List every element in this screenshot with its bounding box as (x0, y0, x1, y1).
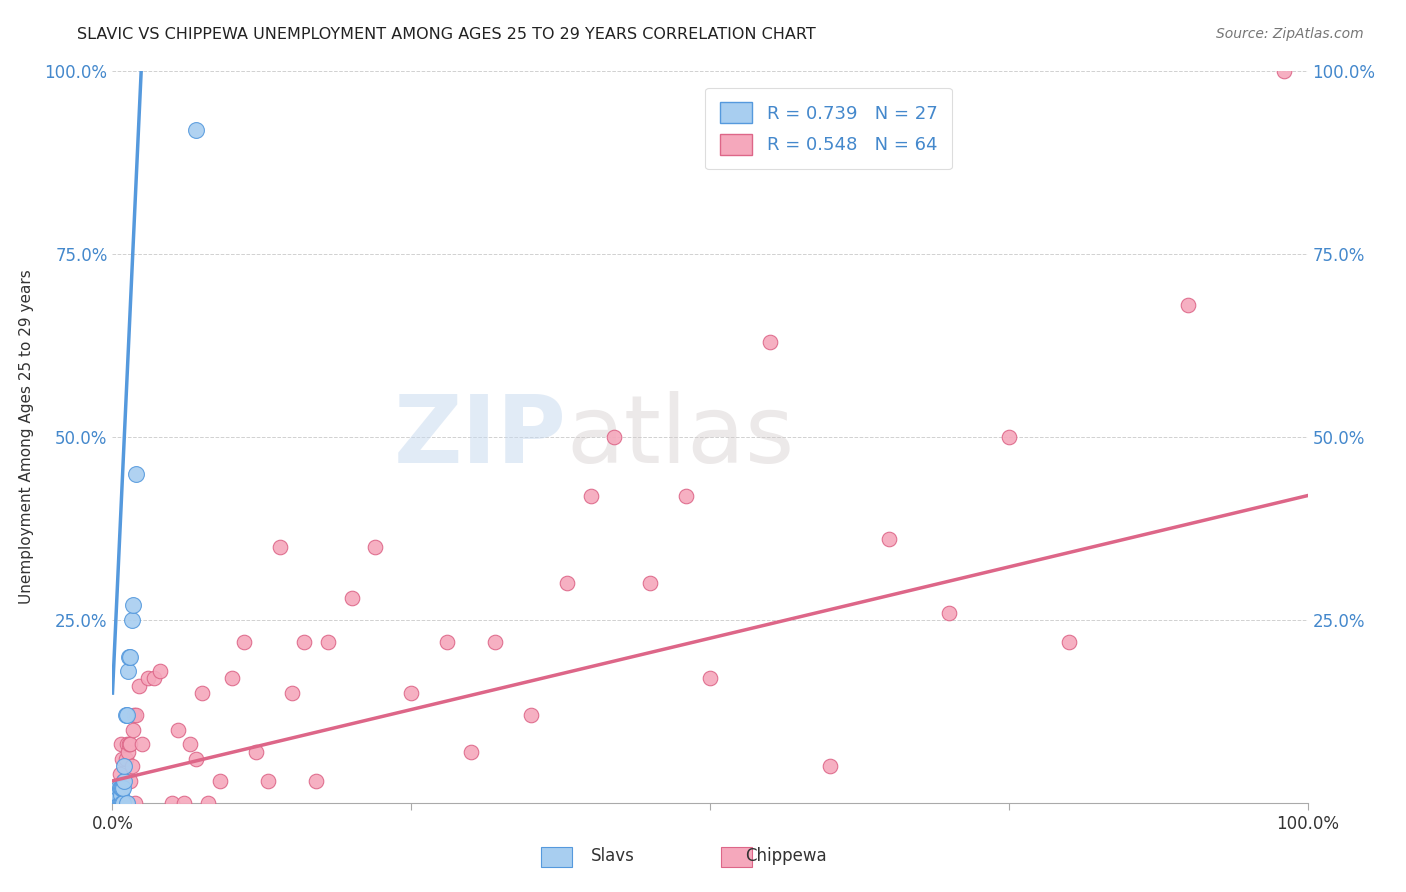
Point (115, 708, 138, 723)
Point (110, 789, 132, 803)
Point (107, 796, 129, 810)
Point (879, 533, 901, 547)
Point (121, 759, 143, 773)
Point (120, 773, 142, 788)
Point (233, 635, 256, 649)
Point (364, 540, 387, 554)
Point (138, 672, 160, 686)
Point (110, 796, 132, 810)
Point (460, 745, 482, 759)
Point (759, 334, 782, 349)
Point (555, 576, 578, 591)
Point (131, 737, 153, 751)
Point (105, 796, 128, 810)
Point (110, 737, 132, 751)
Point (114, 796, 135, 810)
Text: Slavs: Slavs (591, 847, 634, 865)
Point (938, 606, 960, 620)
Point (114, 708, 136, 723)
Point (114, 773, 135, 788)
Point (111, 796, 134, 810)
Text: SLAVIC VS CHIPPEWA UNEMPLOYMENT AMONG AGES 25 TO 29 YEARS CORRELATION CHART: SLAVIC VS CHIPPEWA UNEMPLOYMENT AMONG AG… (77, 27, 815, 42)
Point (292, 635, 315, 649)
Point (107, 796, 129, 810)
Text: atlas: atlas (567, 391, 794, 483)
Point (114, 752, 136, 766)
Point (108, 796, 131, 810)
Point (112, 773, 135, 788)
Point (257, 773, 280, 788)
Text: Chippewa: Chippewa (745, 847, 827, 865)
Point (579, 489, 602, 503)
Point (245, 745, 267, 759)
Point (197, 796, 219, 810)
Point (121, 599, 143, 613)
Point (120, 649, 142, 664)
Point (111, 781, 134, 796)
Point (117, 745, 139, 759)
Text: ZIP: ZIP (394, 391, 567, 483)
Point (167, 723, 190, 737)
Point (143, 672, 166, 686)
Point (121, 613, 143, 627)
Point (114, 759, 135, 773)
Y-axis label: Unemployment Among Ages 25 to 29 years: Unemployment Among Ages 25 to 29 years (18, 269, 34, 605)
Point (269, 540, 291, 554)
Legend: R = 0.739   N = 27, R = 0.548   N = 64: R = 0.739 N = 27, R = 0.548 N = 64 (706, 87, 952, 169)
Point (221, 672, 243, 686)
Point (107, 781, 129, 796)
Point (401, 686, 423, 700)
Point (436, 635, 458, 649)
Point (1177, 298, 1199, 312)
Point (115, 737, 138, 751)
Point (114, 773, 135, 788)
Point (484, 635, 506, 649)
Point (105, 796, 128, 810)
Point (107, 789, 129, 803)
Point (340, 591, 363, 605)
Point (520, 708, 543, 723)
Point (112, 796, 135, 810)
Point (281, 686, 304, 700)
Point (111, 752, 134, 766)
Point (209, 773, 232, 788)
Point (108, 766, 131, 780)
Point (305, 773, 328, 788)
Point (115, 796, 138, 810)
Text: Source: ZipAtlas.com: Source: ZipAtlas.com (1216, 27, 1364, 41)
Point (191, 686, 214, 700)
Point (316, 635, 339, 649)
Point (149, 664, 172, 678)
Point (640, 576, 662, 591)
Point (179, 737, 201, 751)
Point (117, 796, 139, 810)
Point (110, 781, 132, 796)
Point (675, 489, 697, 503)
Point (117, 664, 139, 678)
Point (118, 649, 141, 664)
Point (1272, 64, 1295, 78)
Point (603, 430, 626, 444)
Point (108, 781, 131, 796)
Point (122, 708, 145, 723)
Point (128, 679, 150, 693)
Point (699, 672, 721, 686)
Point (186, 752, 208, 766)
Point (112, 781, 135, 796)
Point (125, 708, 148, 723)
Point (121, 723, 143, 737)
Point (162, 796, 183, 810)
Point (1057, 635, 1080, 649)
Point (173, 796, 195, 810)
Point (125, 467, 148, 481)
Point (120, 737, 142, 751)
Point (124, 796, 146, 810)
Point (118, 737, 141, 751)
Point (105, 789, 128, 803)
Point (112, 796, 135, 810)
Point (818, 759, 841, 773)
Point (105, 796, 128, 810)
Point (186, 123, 208, 137)
Point (998, 430, 1021, 444)
